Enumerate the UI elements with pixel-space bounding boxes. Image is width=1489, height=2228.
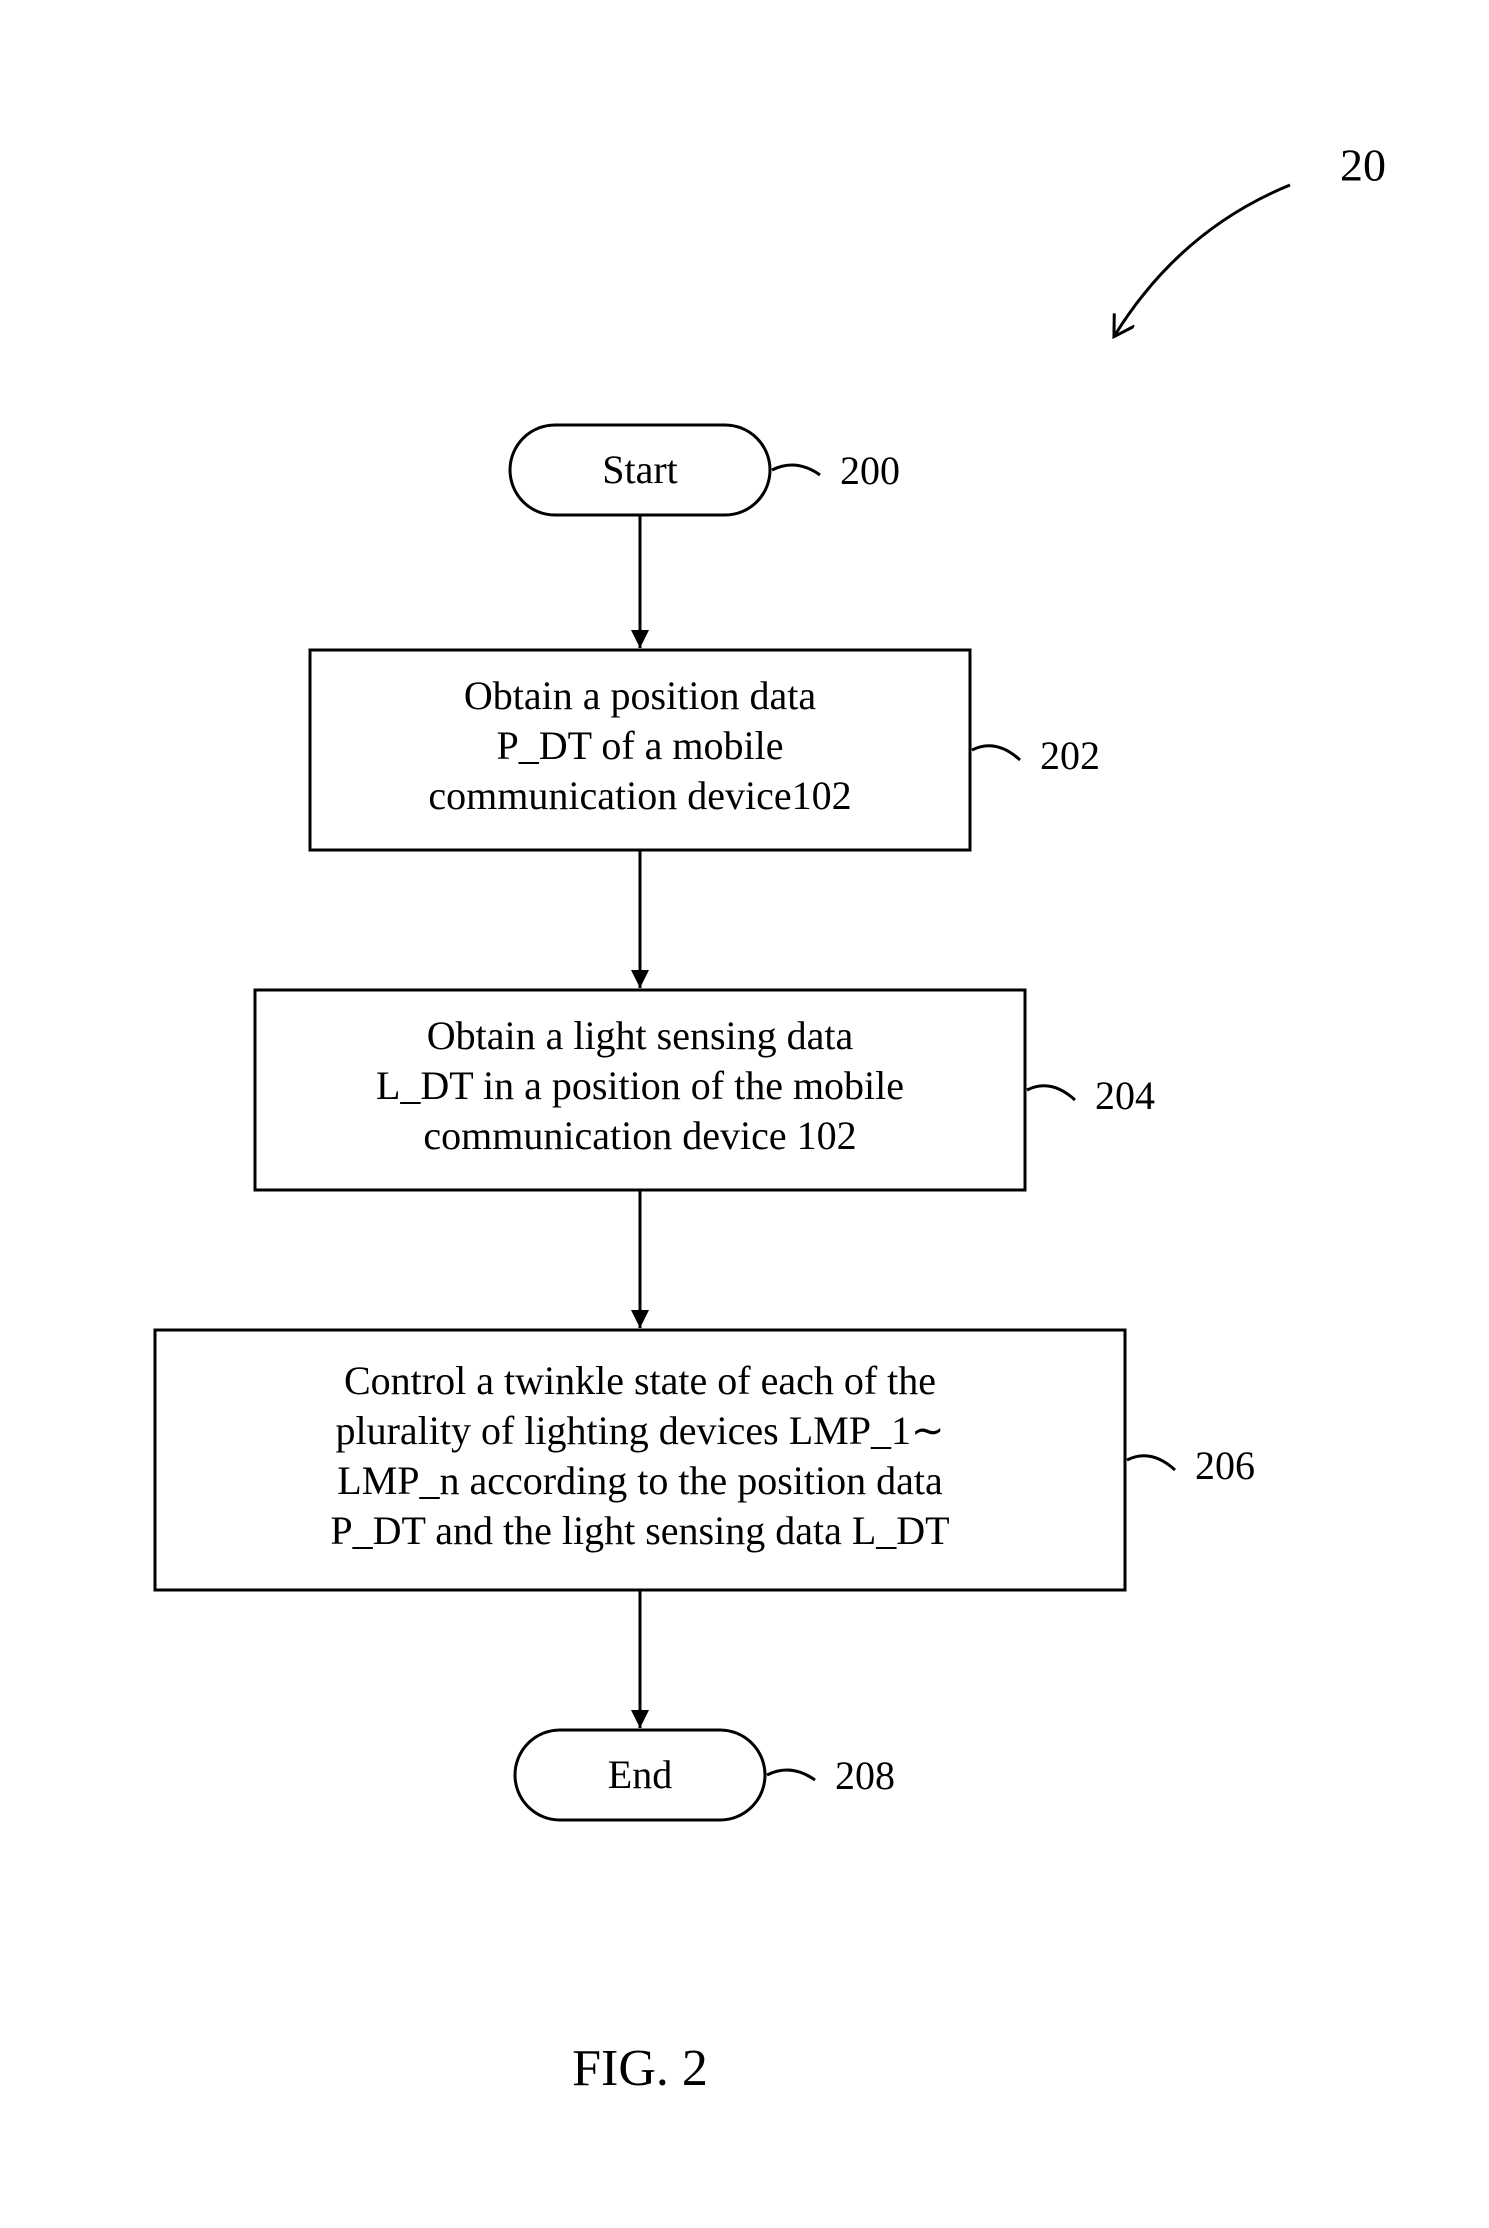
node-step3-line-1: plurality of lighting devices LMP_1∼	[335, 1408, 944, 1453]
node-end-text: End	[608, 1752, 672, 1797]
label-tick-3	[1127, 1456, 1175, 1470]
label-tick-0	[772, 465, 820, 475]
node-end-label: 208	[835, 1753, 895, 1798]
node-start-text: Start	[602, 447, 678, 492]
node-step3-label: 206	[1195, 1443, 1255, 1488]
reference-label: 20	[1340, 140, 1386, 191]
node-start-label: 200	[840, 448, 900, 493]
node-step1-line-2: communication device102	[428, 773, 851, 818]
node-step2-line-0: Obtain a light sensing data	[427, 1013, 854, 1058]
label-tick-4	[767, 1770, 815, 1780]
node-step2-line-2: communication device 102	[423, 1113, 856, 1158]
node-step2-line-1: L_DT in a position of the mobile	[376, 1063, 904, 1108]
node-step3-line-3: P_DT and the light sensing data L_DT	[330, 1508, 949, 1553]
figure-caption: FIG. 2	[572, 2040, 708, 2097]
label-tick-2	[1027, 1086, 1075, 1100]
reference-arrow	[1115, 185, 1290, 335]
label-tick-1	[972, 746, 1020, 760]
node-step2-label: 204	[1095, 1073, 1155, 1118]
node-step1-line-0: Obtain a position data	[464, 673, 816, 718]
node-step3-line-0: Control a twinkle state of each of the	[344, 1358, 936, 1403]
node-step1-label: 202	[1040, 733, 1100, 778]
node-step3-line-2: LMP_n according to the position data	[337, 1458, 943, 1503]
node-step1-line-1: P_DT of a mobile	[496, 723, 783, 768]
